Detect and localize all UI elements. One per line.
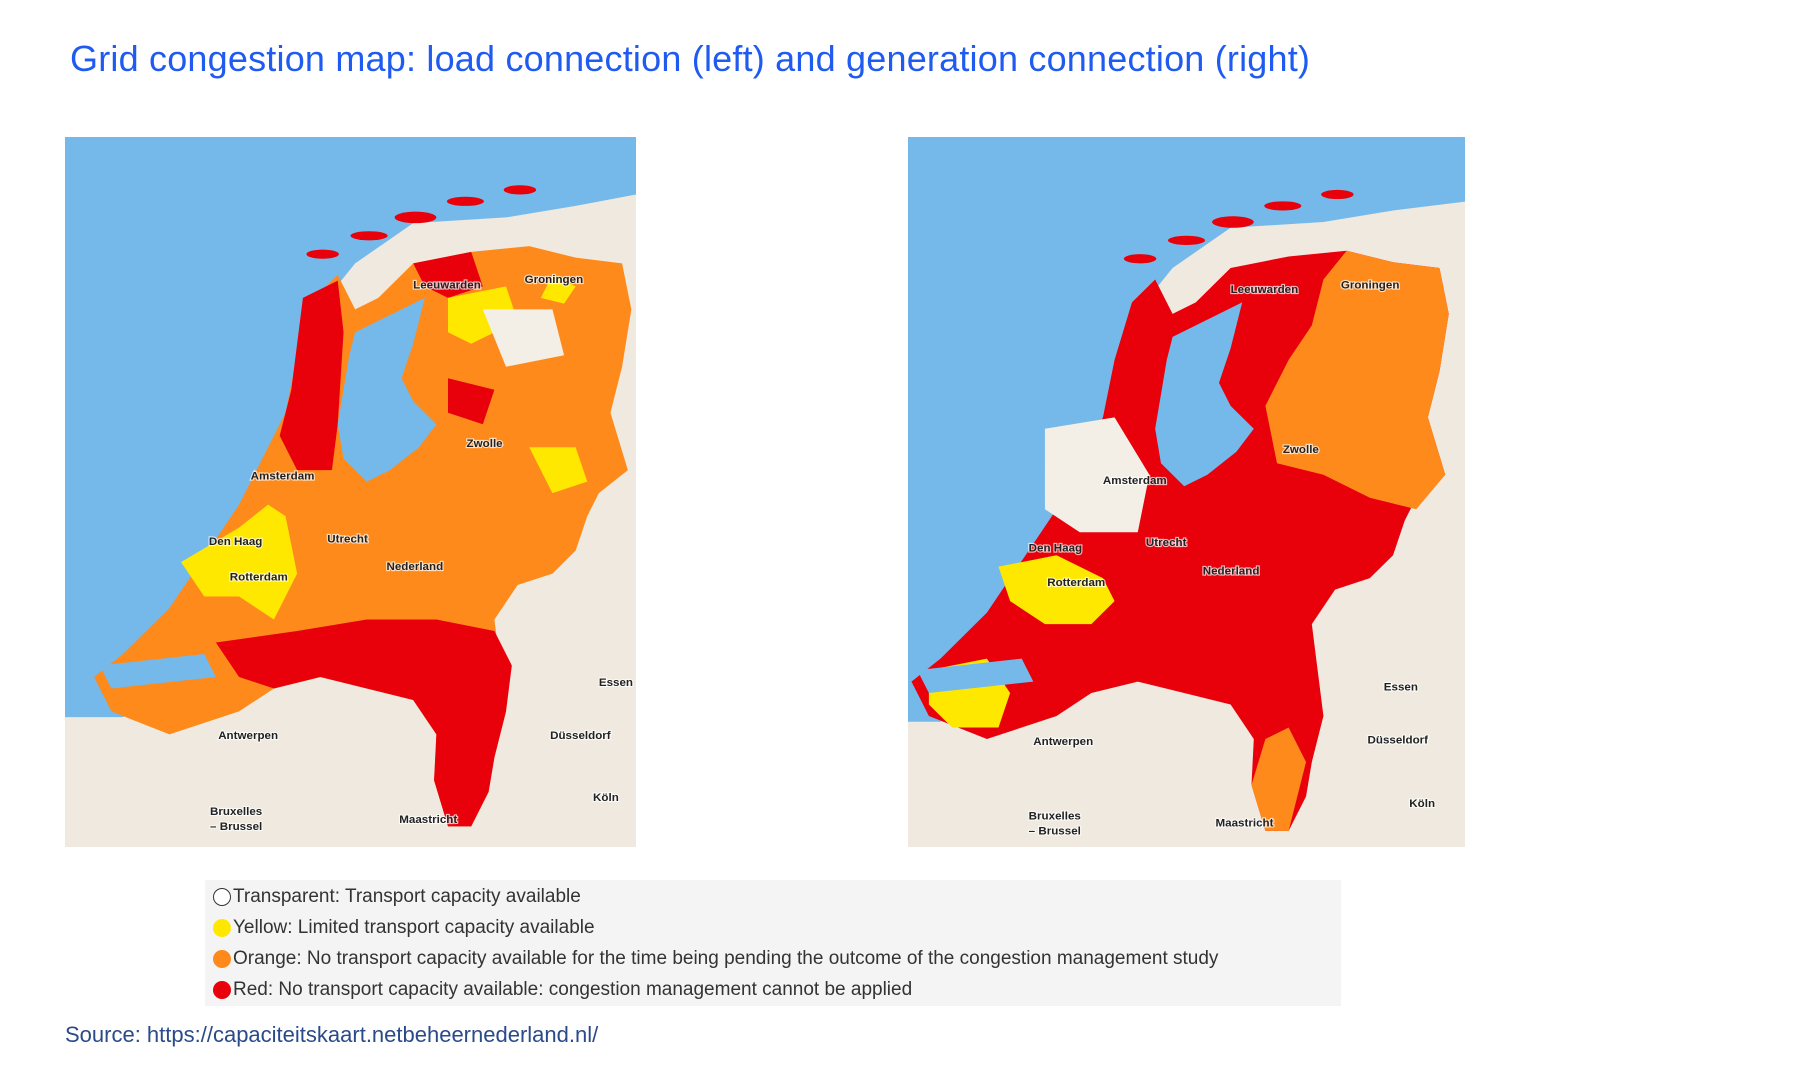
place-label: Bruxelles	[210, 806, 262, 818]
legend-label: Yellow: Limited transport capacity avail…	[233, 917, 595, 938]
place-label: Antwerpen	[1033, 736, 1093, 748]
load-map: Leeuwarden Groningen Amsterdam Zwolle De…	[65, 137, 636, 847]
title: Grid congestion map: load connection (le…	[70, 38, 1311, 79]
legend-label: Red: No transport capacity available: co…	[233, 979, 913, 1000]
place-label: Bruxelles	[1029, 810, 1081, 822]
place-label: Utrecht	[1146, 537, 1187, 549]
place-label: Nederland	[1203, 566, 1260, 578]
place-label: Maastricht	[399, 814, 457, 826]
place-label: Köln	[593, 792, 619, 804]
place-label: Zwolle	[1283, 444, 1320, 456]
place-label: Leeuwarden	[1231, 284, 1299, 296]
legend-swatch	[213, 981, 231, 999]
legend-swatch	[213, 950, 231, 968]
place-label: Antwerpen	[218, 730, 278, 742]
place-label: – Brussel	[210, 821, 262, 833]
legend-swatch	[213, 919, 231, 937]
place-label: Amsterdam	[1103, 475, 1167, 487]
place-label: Essen	[599, 677, 633, 689]
place-label: Zwolle	[467, 438, 504, 450]
legend-item: Red: No transport capacity available: co…	[213, 979, 912, 1001]
legend: Transparent: Transport capacity availabl…	[205, 880, 1341, 1006]
legend-item: Yellow: Limited transport capacity avail…	[213, 917, 595, 939]
place-label: Utrecht	[327, 534, 368, 546]
place-label: Den Haag	[209, 536, 262, 548]
legend-label: Transparent: Transport capacity availabl…	[233, 886, 581, 907]
legend-item: Transparent: Transport capacity availabl…	[213, 886, 581, 908]
place-label: Groningen	[525, 274, 584, 286]
place-label: Nederland	[386, 561, 443, 573]
place-label: Köln	[1409, 798, 1435, 810]
place-label: Rotterdam	[1047, 577, 1105, 589]
legend-label: Orange: No transport capacity available …	[233, 948, 1219, 969]
place-label: – Brussel	[1029, 825, 1081, 837]
legend-item: Orange: No transport capacity available …	[213, 948, 1218, 970]
legend-swatch	[213, 888, 231, 906]
place-label: Amsterdam	[251, 470, 315, 482]
place-label: Rotterdam	[230, 572, 288, 584]
source: Source: https://capaciteitskaart.netbehe…	[65, 1022, 599, 1047]
place-label: Essen	[1384, 682, 1418, 694]
place-label: Leeuwarden	[413, 280, 481, 292]
place-label: Düsseldorf	[550, 730, 611, 742]
place-label: Groningen	[1341, 280, 1400, 292]
place-label: Den Haag	[1029, 543, 1082, 555]
place-label: Düsseldorf	[1368, 735, 1429, 747]
place-label: Maastricht	[1216, 817, 1274, 829]
generation-map: Leeuwarden Groningen Amsterdam Zwolle De…	[908, 137, 1465, 847]
